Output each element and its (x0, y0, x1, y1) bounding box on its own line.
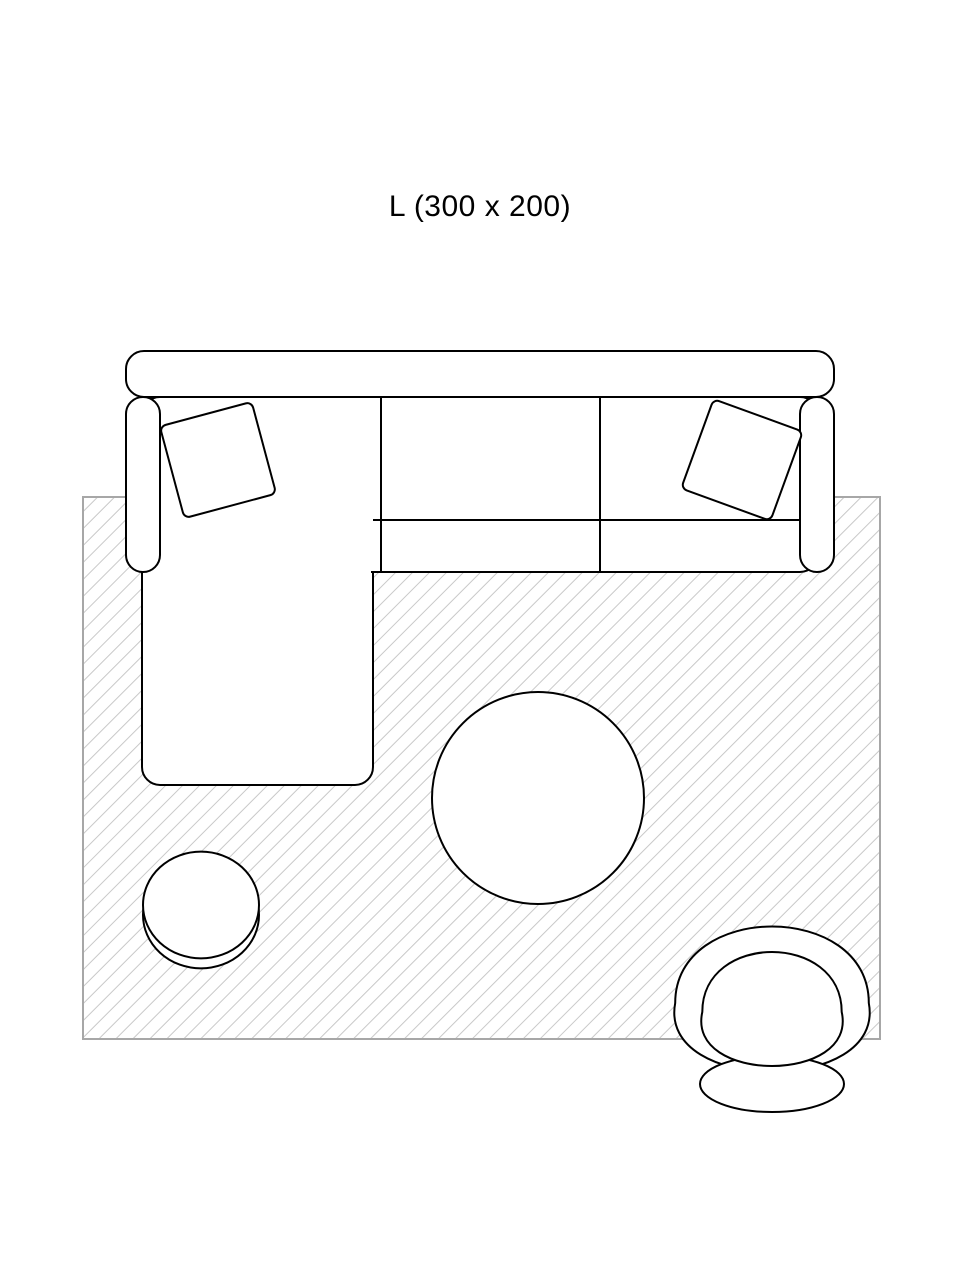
floorplan-canvas: L (300 x 200) (0, 0, 960, 1280)
coffee-table (432, 692, 644, 904)
stool-top (143, 852, 259, 959)
sofa-arm-left (126, 397, 160, 572)
armchair-inner (701, 952, 843, 1066)
sofa-back (126, 351, 834, 397)
sofa-arm-right (800, 397, 834, 572)
floorplan-svg (0, 0, 960, 1280)
